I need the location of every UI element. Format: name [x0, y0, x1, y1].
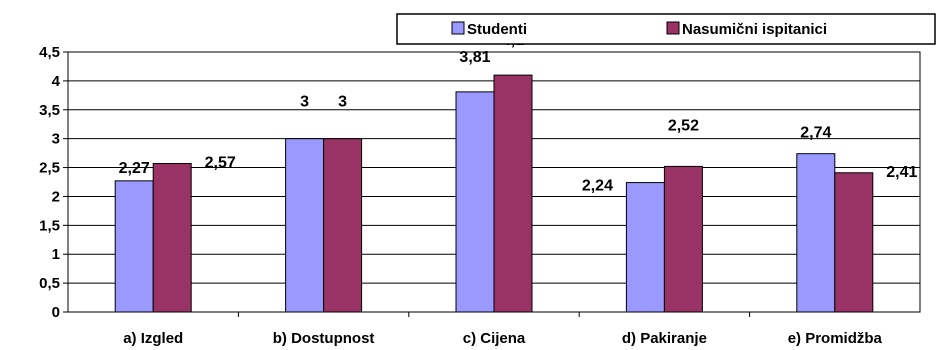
bar-studenti-b-dostupnost: [285, 138, 325, 313]
y-tick-label: 2,5: [39, 160, 60, 177]
data-label-nasumicni-ispitanici-e-promidzba: 2,41: [886, 164, 917, 181]
bar-studenti-e-promidzba: [796, 153, 836, 313]
legend-label-studenti: Studenti: [467, 21, 527, 38]
data-label-studenti-d-pakiranje: 2,24: [582, 178, 613, 195]
y-tick-label: 4,5: [39, 44, 60, 61]
bar-nasumicni-ispitanici-e-promidzba: [834, 172, 874, 313]
bar-nasumicni-ispitanici-b-dostupnost: [323, 138, 363, 313]
data-label-studenti-a-izgled: 2,27: [119, 160, 150, 177]
legend-swatch-nasumicni-ispitanici: [666, 21, 680, 35]
bar-studenti-c-cijena: [455, 91, 495, 313]
bars: [114, 74, 874, 313]
y-tick-label: 0,5: [39, 275, 60, 292]
x-category-label: b) Dostupnost: [273, 330, 375, 347]
y-tick-label: 4: [52, 73, 61, 90]
y-tick-label: 3,5: [39, 102, 60, 119]
x-category-label: c) Cijena: [463, 330, 526, 347]
x-category-label: a) Izgled: [123, 330, 183, 347]
y-tick-label: 3: [52, 131, 60, 148]
bar-studenti-a-izgled: [114, 180, 154, 313]
y-tick-label: 1,5: [39, 217, 60, 234]
bar-nasumicni-ispitanici-a-izgled: [152, 163, 192, 313]
legend-swatch-studenti: [451, 21, 465, 35]
data-label-nasumicni-ispitanici-d-pakiranje: 2,52: [668, 117, 699, 134]
data-label-studenti-b-dostupnost: 3: [300, 94, 309, 111]
x-category-label: d) Pakiranje: [622, 330, 707, 347]
y-tick-label: 2: [52, 188, 60, 205]
y-tick-label: 1: [52, 246, 60, 263]
legend: Studenti Nasumični ispitanici: [396, 13, 936, 45]
legend-label-nasumicni-ispitanici: Nasumični ispitanici: [682, 21, 827, 38]
data-label-studenti-e-promidzba: 2,74: [800, 125, 831, 142]
bar-nasumicni-ispitanici-c-cijena: [493, 74, 533, 313]
data-label-nasumicni-ispitanici-a-izgled: 2,57: [205, 155, 236, 172]
y-axis: 0 0,5 1 1,5 2 2,5 3 3,5 4 4,5: [39, 44, 68, 321]
bar-studenti-d-pakiranje: [625, 182, 665, 313]
x-category-label: e) Promidžba: [788, 330, 883, 347]
data-label-studenti-c-cijena: 3,81: [459, 49, 490, 66]
legend-box: [396, 13, 936, 45]
data-label-nasumicni-ispitanici-b-dostupnost: 3: [338, 94, 347, 111]
x-axis: a) Izgled b) Dostupnost c) Cijena d) Pakira…: [123, 312, 883, 347]
bar-nasumicni-ispitanici-d-pakiranje: [663, 165, 703, 313]
y-tick-label: 0: [52, 304, 60, 321]
